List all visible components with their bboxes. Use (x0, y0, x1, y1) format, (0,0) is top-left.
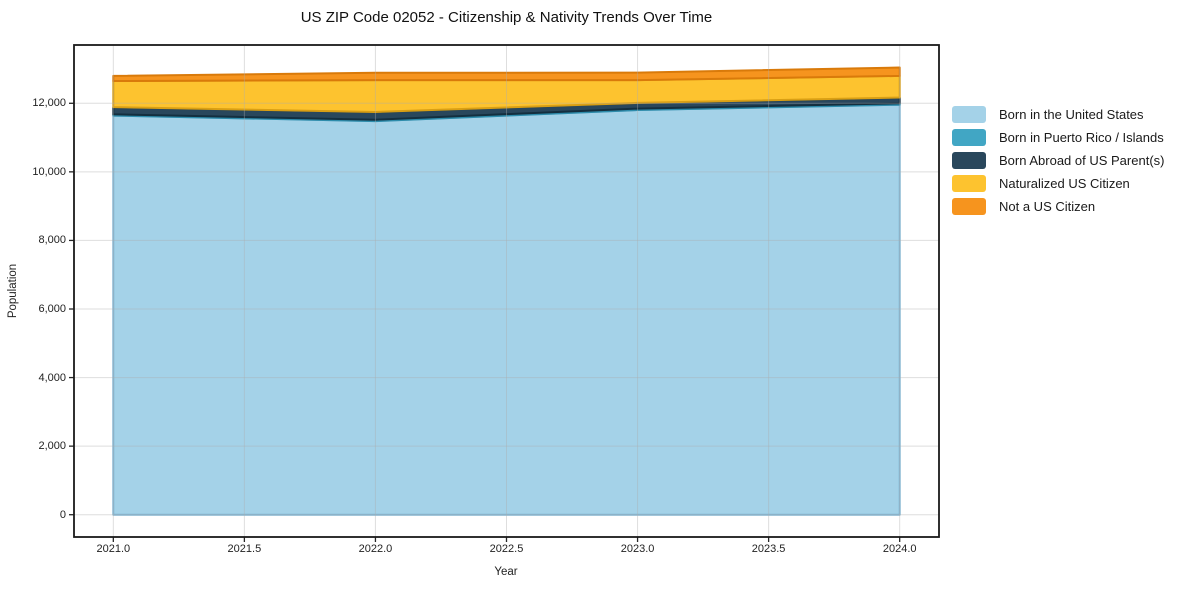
y-tick-label: 2,000 (38, 440, 66, 453)
x-tick-label: 2022.5 (489, 543, 524, 555)
plot-border (73, 44, 940, 538)
y-tick-label: 6,000 (38, 303, 66, 315)
legend-label: Born in the United States (999, 107, 1144, 122)
legend-swatch (952, 175, 986, 192)
legend-label: Born Abroad of US Parent(s) (999, 153, 1165, 168)
x-tick-label: 2022.0 (358, 543, 393, 555)
legend: Born in the United States Born in Puerto … (952, 106, 1164, 215)
legend-item-2: Born Abroad of US Parent(s) (952, 152, 1164, 169)
x-tick-label: 2024.0 (882, 543, 917, 555)
legend-label: Not a US Citizen (999, 199, 1096, 214)
chart-title: US ZIP Code 02052 - Citizenship & Nativi… (300, 9, 713, 26)
x-tick-label: 2023.0 (620, 543, 655, 555)
legend-item-0: Born in the United States (952, 106, 1164, 123)
y-tick-label: 4,000 (38, 371, 66, 384)
x-tick-label: 2023.5 (751, 543, 786, 555)
y-tick-label: 8,000 (38, 234, 66, 247)
y-tick-label: 0 (59, 508, 66, 521)
legend-item-3: Naturalized US Citizen (952, 175, 1164, 192)
legend-swatch (952, 106, 986, 123)
legend-swatch (952, 129, 986, 146)
x-tick-label: 2021.0 (96, 543, 131, 555)
legend-label: Born in Puerto Rico / Islands (999, 130, 1164, 145)
y-tick-label: 10,000 (32, 165, 66, 178)
area-series-4 (112, 66, 901, 82)
legend-label: Naturalized US Citizen (999, 176, 1130, 191)
legend-swatch (952, 198, 986, 215)
y-tick-label: 12,000 (32, 97, 66, 110)
legend-item-4: Not a US Citizen (952, 198, 1164, 215)
legend-item-1: Born in Puerto Rico / Islands (952, 129, 1164, 146)
x-tick-label: 2021.5 (227, 543, 262, 555)
legend-swatch (952, 152, 986, 169)
x-axis-label: Year (494, 566, 518, 578)
